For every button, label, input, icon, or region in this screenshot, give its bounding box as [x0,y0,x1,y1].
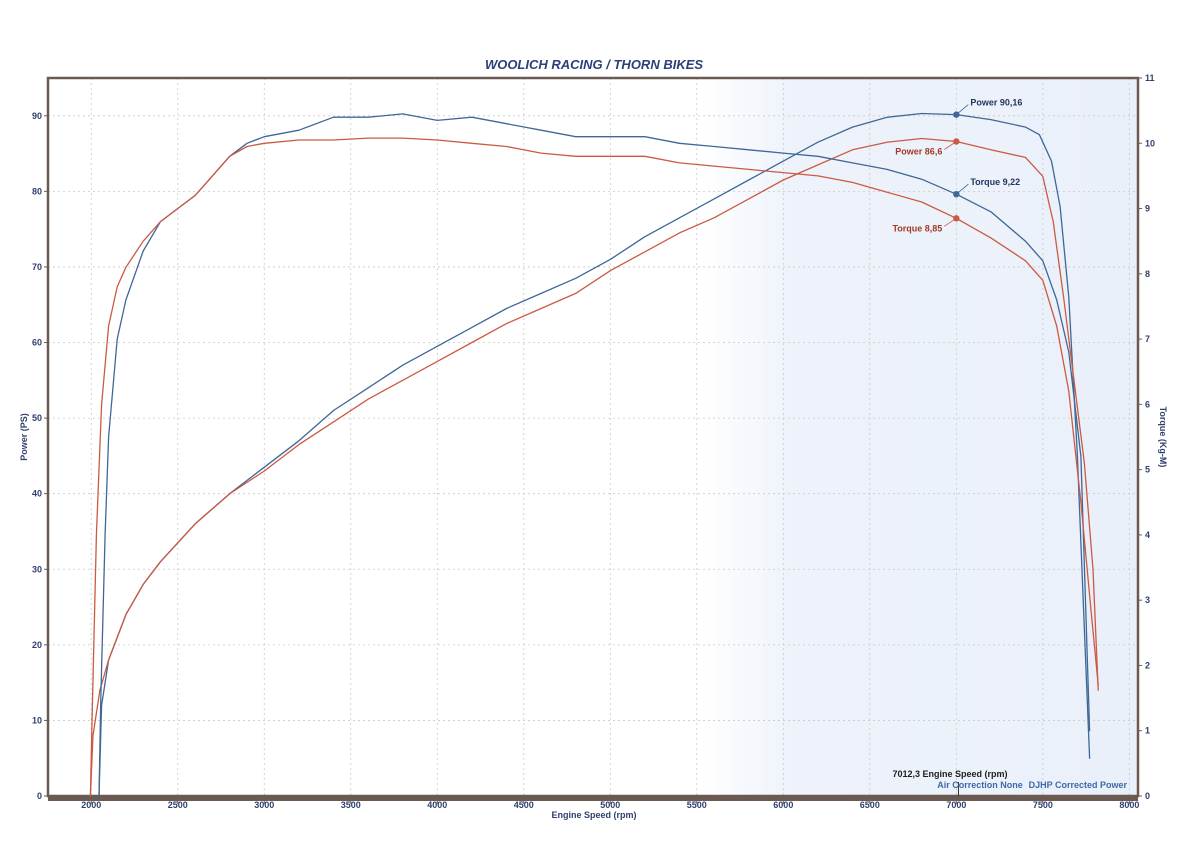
y2-tick-label-8: 8 [1145,269,1150,279]
x-tick-label-5: 4500 [514,800,534,810]
x-tick-label-7: 5500 [687,800,707,810]
x-tick-label-6: 5000 [600,800,620,810]
y2-tick-label-0: 0 [1145,791,1150,801]
x-tick-label-8: 6000 [773,800,793,810]
y2-tick-labels: 0 1 2 3 4 5 6 7 8 9 10 11 [1138,73,1155,801]
air-correction-label: Air Correction None [937,780,1023,790]
y2-tick-label-5: 5 [1145,465,1150,475]
y-tick-label-0: 0 [37,791,42,801]
x-tick-label-9: 6500 [860,800,880,810]
x-tick-label-12: 8000 [1119,800,1139,810]
y-tick-label-9: 90 [32,111,42,121]
y2-tick-label-1: 1 [1145,726,1150,736]
y2-tick-label-9: 9 [1145,204,1150,214]
series-line-power-red [89,137,1099,797]
y2-tick-label-7: 7 [1145,334,1150,344]
x-tick-label-0: 2000 [81,800,101,810]
y2-axis-title: Torque (Kg-M) [1158,407,1168,468]
annotation-marker-0 [953,111,960,118]
x-tick-label-11: 7500 [1033,800,1053,810]
y-tick-label-6: 60 [32,338,42,348]
x-tick-label-2: 3000 [254,800,274,810]
y-tick-label-8: 80 [32,186,42,196]
y-axis-title: Power (PS) [19,413,29,461]
annotation-marker-2 [953,190,960,198]
annotation-marker-3 [953,215,960,222]
y-tick-label-5: 50 [32,413,42,423]
annotation-marker-1 [953,138,960,145]
annotation-label-1: Power 86,6 [895,146,942,156]
series-line-torque-blue [98,113,1091,797]
annotation-layer: Power 90,16 Power 86,6 Torque 9,22 Torque 8… [892,98,1022,234]
y2-tick-label-6: 6 [1145,399,1150,409]
y2-tick-label-10: 10 [1145,138,1155,148]
plot-background [48,78,1138,796]
annotation-label-2: Torque 9,22 [970,177,1020,187]
x-tick-label-1: 2500 [168,800,188,810]
y-tick-label-3: 30 [32,564,42,574]
x-tick-label-4: 4000 [427,800,447,810]
chart-title: WOOLICH RACING / THORN BIKES [485,57,703,72]
x-axis-title: Engine Speed (rpm) [551,810,636,820]
y2-tick-label-11: 11 [1145,73,1155,83]
y-tick-labels: 0 10 20 30 40 50 60 70 80 90 [32,111,48,801]
y-tick-label-2: 20 [32,640,42,650]
y-tick-label-4: 40 [32,489,42,499]
correction-mode-label: DJHP Corrected Power [1029,780,1128,790]
x-tick-label-10: 7000 [946,800,966,810]
y-tick-label-1: 10 [32,715,42,725]
x-tick-labels: 2000 2500 3000 3500 4000 4500 5000 5500 6000 6500… [81,800,1139,810]
x-tick-label-3: 3500 [341,800,361,810]
annotation-label-3: Torque 8,85 [892,223,942,233]
series-line-torque-red [89,137,1099,797]
y2-tick-label-2: 2 [1145,660,1150,670]
y2-tick-label-3: 3 [1145,595,1150,605]
y-tick-label-7: 70 [32,262,42,272]
annotation-label-0: Power 90,16 [970,98,1022,108]
y2-tick-label-4: 4 [1145,530,1150,540]
x-axis-bar [48,795,1138,801]
cursor-readout: 7012,3 Engine Speed (rpm) [892,769,1007,779]
series-layer [89,112,1099,797]
